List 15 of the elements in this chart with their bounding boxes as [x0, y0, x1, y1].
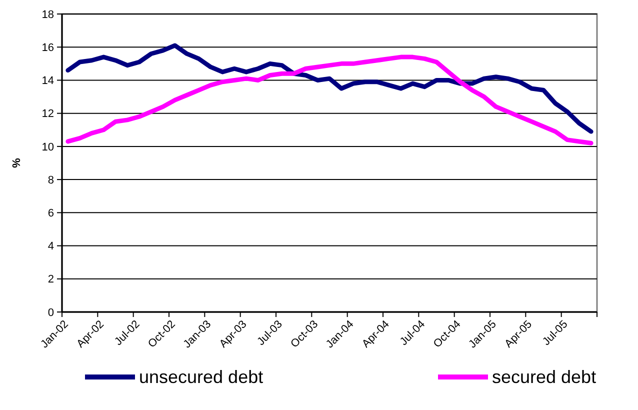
y-tick-label: 18: [42, 8, 54, 21]
y-tick-label: 6: [48, 208, 54, 220]
y-axis-title: %: [11, 158, 23, 168]
legend-label: unsecured debt: [139, 367, 264, 387]
y-tick-label: 2: [48, 274, 54, 286]
line-series: [66, 43, 594, 134]
line-series: [66, 54, 594, 146]
y-tick-label: 10: [42, 141, 54, 154]
y-tick-label: 16: [42, 42, 54, 54]
y-tick-label: 0: [48, 306, 54, 319]
legend-label: secured debt: [492, 367, 596, 387]
y-tick-label: 14: [42, 75, 54, 88]
y-tick-label: 8: [48, 174, 54, 186]
y-tick-label: 4: [48, 240, 54, 253]
y-tick-label: 12: [42, 108, 54, 120]
